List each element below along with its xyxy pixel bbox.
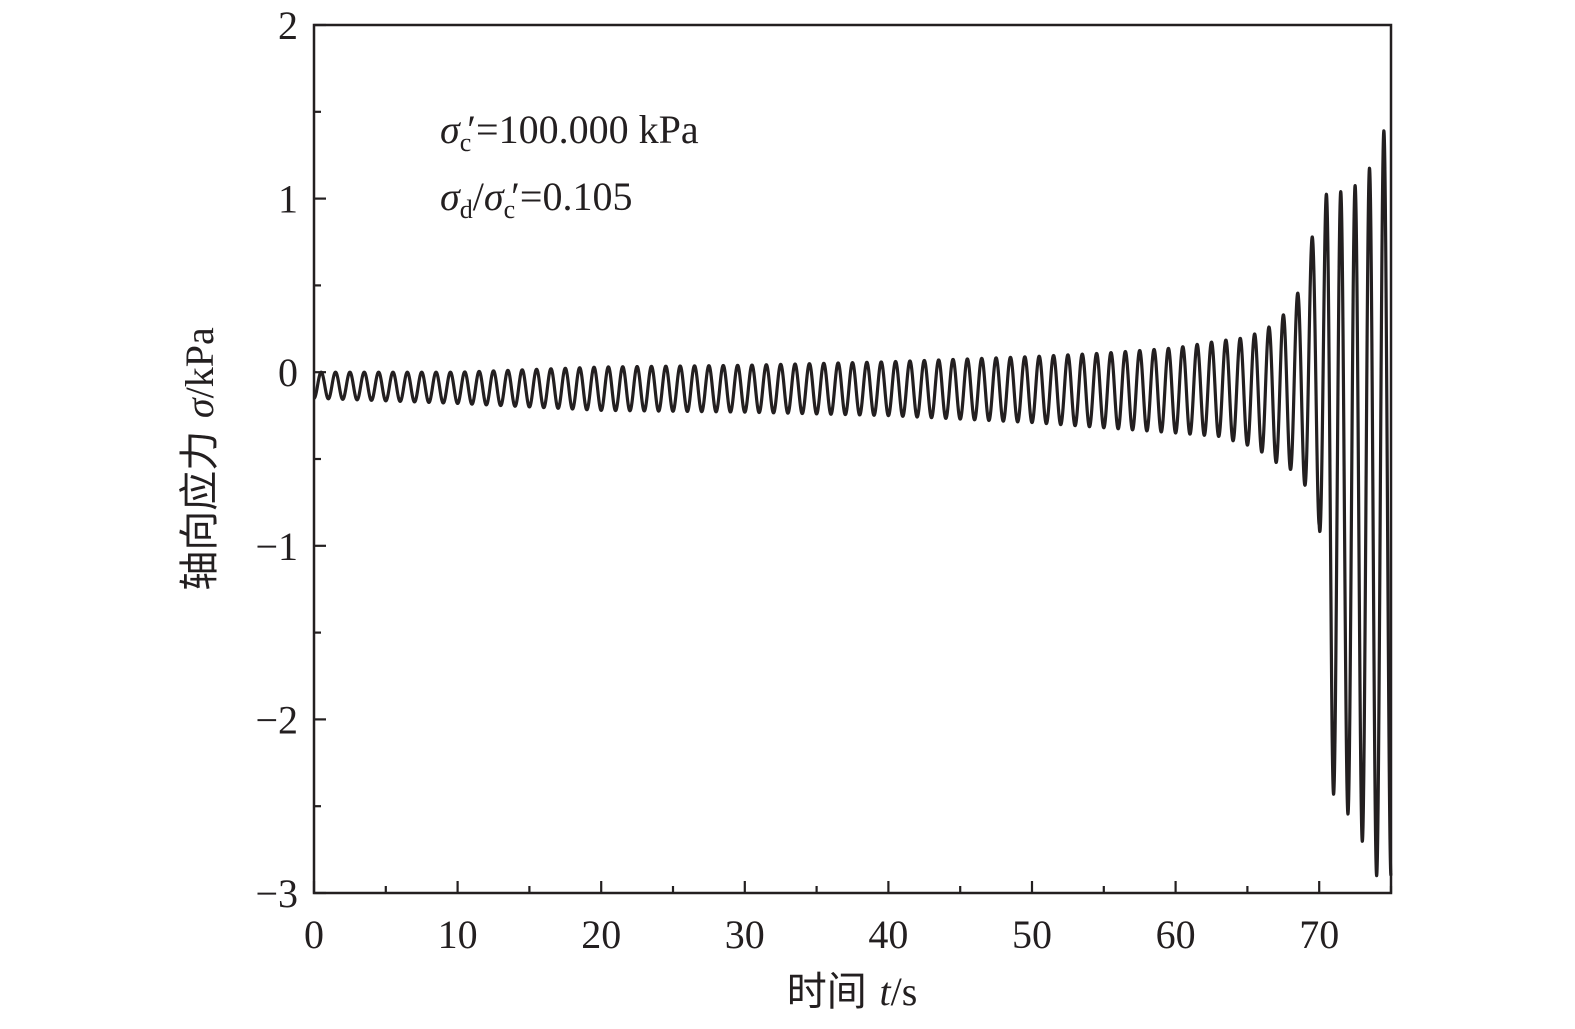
y-tick-label: −2	[255, 697, 298, 742]
x-tick-label: 60	[1156, 912, 1196, 957]
x-axis-title: 时间 t/s	[787, 969, 918, 1015]
x-tick-label: 70	[1299, 912, 1339, 957]
x-tick-label: 20	[581, 912, 621, 957]
plot-frame	[312, 23, 1393, 895]
y-axis-title: 轴向应力 σ/kPa	[177, 327, 223, 591]
axis-ticks	[312, 23, 1393, 895]
y-tick-label: −3	[255, 871, 298, 916]
x-tick-label: 10	[438, 912, 478, 957]
x-tick-label: 30	[725, 912, 765, 957]
x-tick-label: 0	[304, 912, 324, 957]
y-tick-label: 0	[278, 350, 298, 395]
series-line-axial-stress	[312, 129, 1393, 878]
y-tick-label: −1	[255, 524, 298, 569]
axis-tick-labels: 0 10 20 30 40 50 60 70 −3 −2 −1 0 1 2	[255, 3, 1339, 957]
y-tick-label: 1	[278, 177, 298, 222]
x-tick-label: 50	[1012, 912, 1052, 957]
y-tick-label: 2	[278, 3, 298, 48]
annotation-confining-stress: σc′=100.000 kPa	[440, 107, 699, 157]
x-tick-label: 40	[868, 912, 908, 957]
annotation-stress-ratio: σd/σc′=0.105	[440, 174, 632, 224]
